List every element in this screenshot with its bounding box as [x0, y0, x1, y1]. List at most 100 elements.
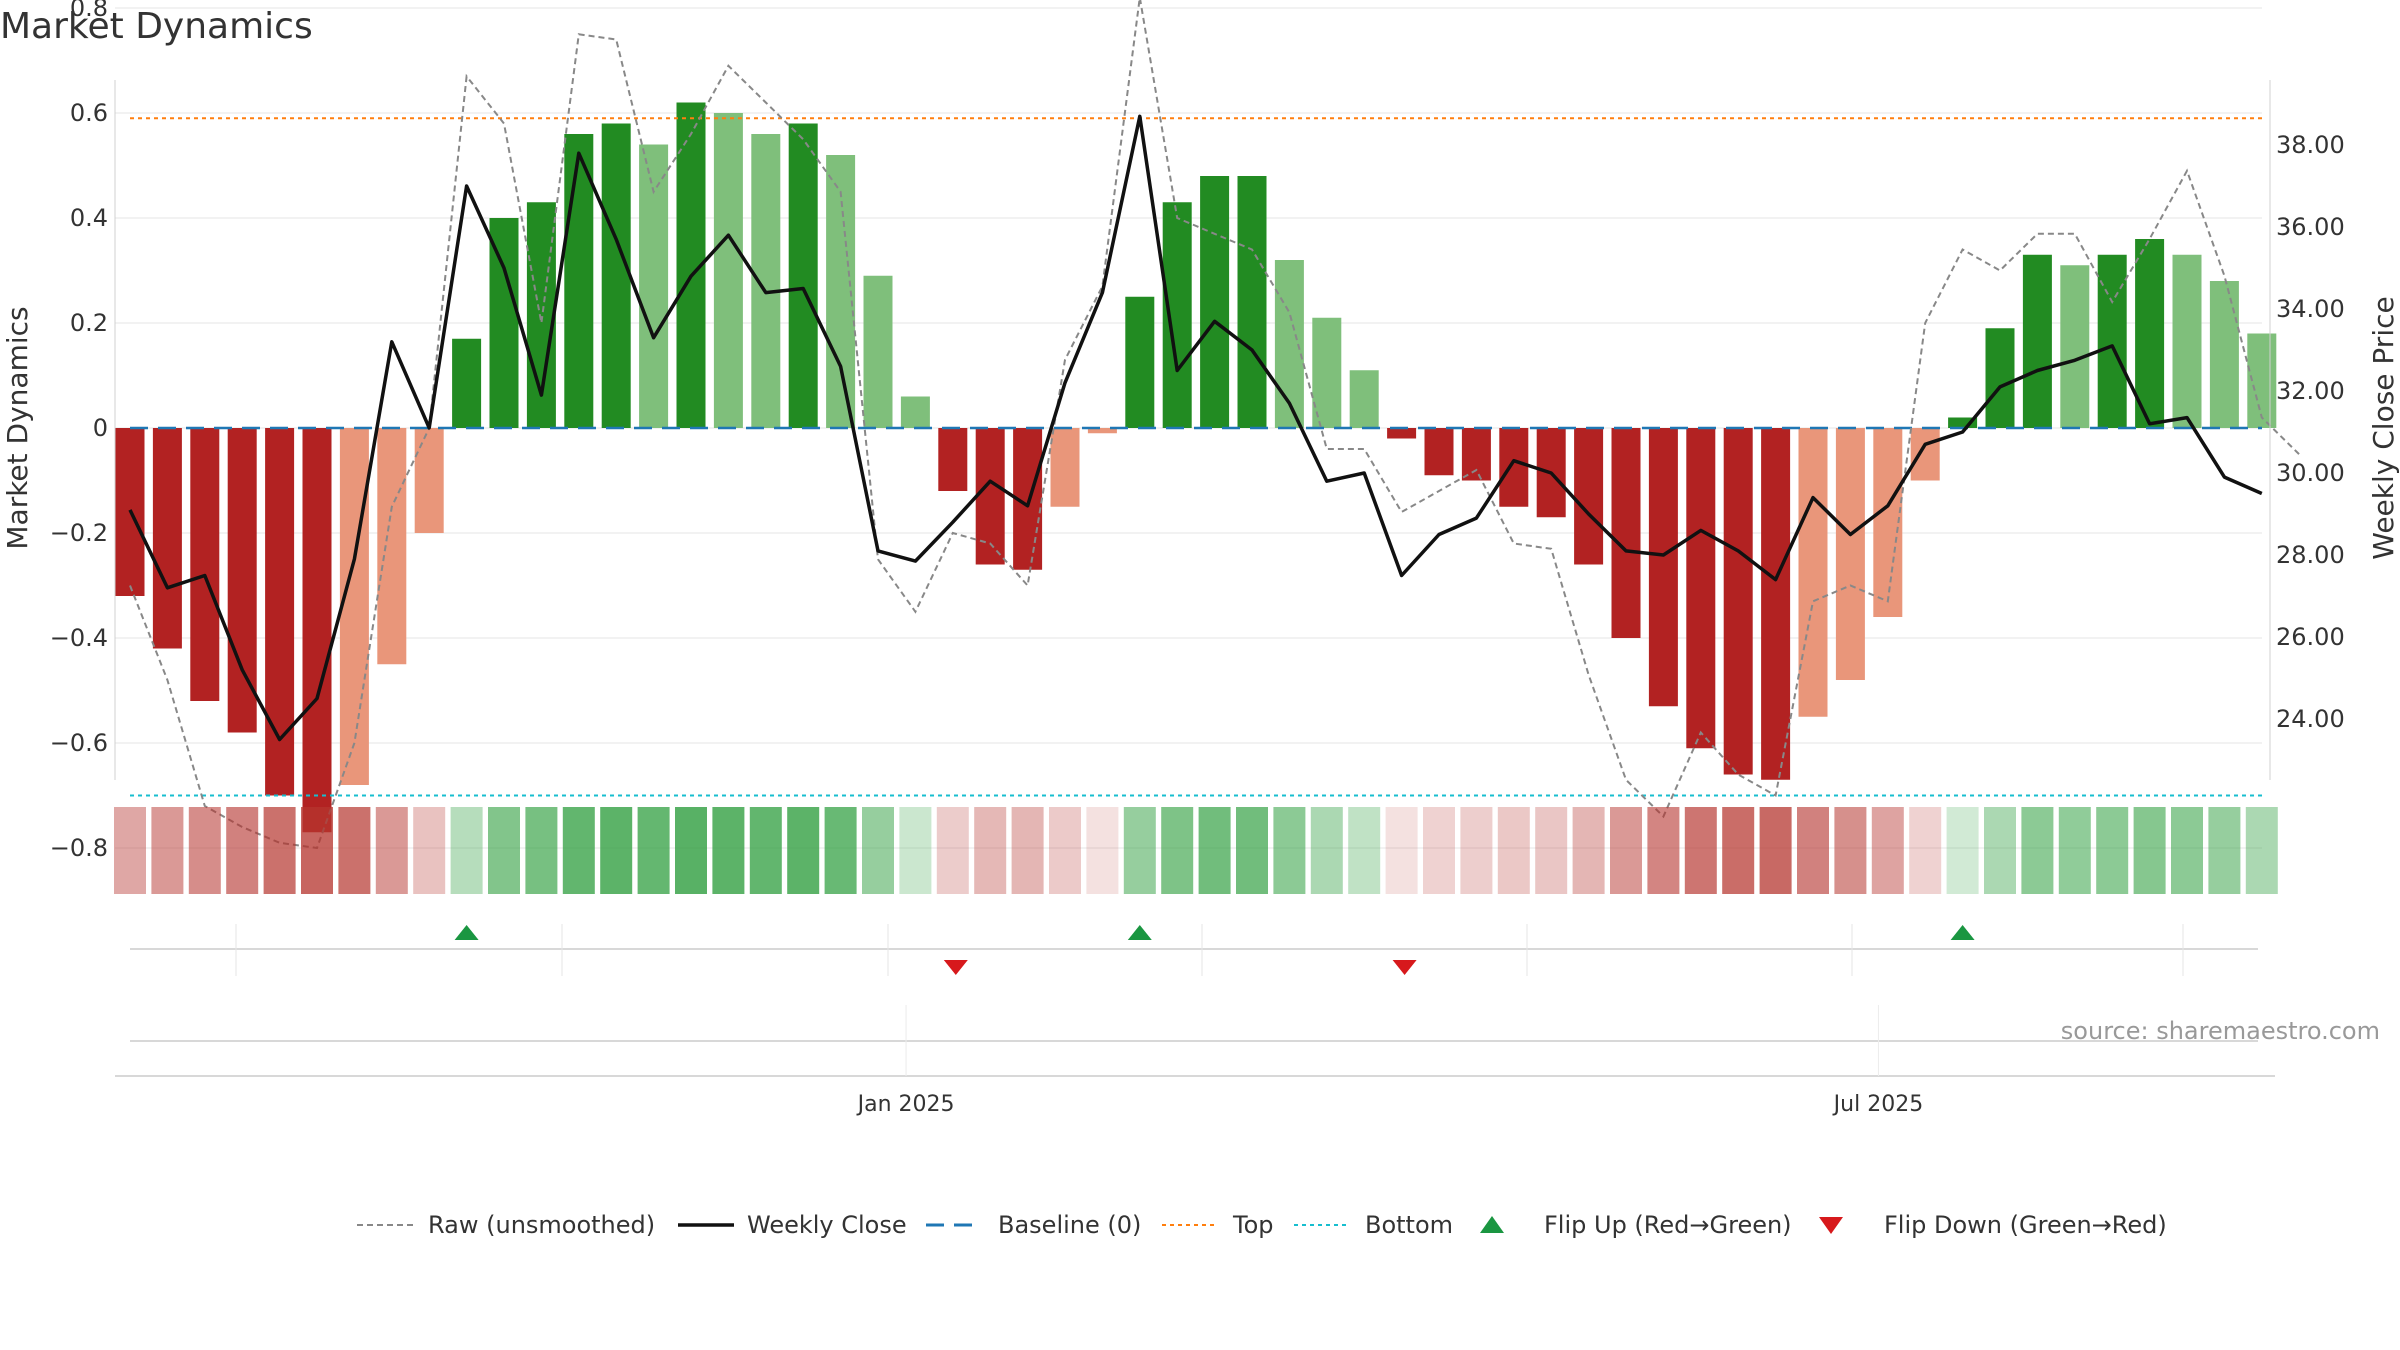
bar — [302, 428, 332, 833]
strip-cell — [1647, 807, 1680, 894]
strip-cell — [1423, 807, 1455, 894]
x-tick-label: Jan 2025 — [856, 1092, 955, 1117]
raw-series — [129, 0, 2300, 850]
strip-cell — [1011, 807, 1044, 894]
bar — [190, 428, 220, 701]
strip-cell — [562, 807, 595, 894]
strip-cell — [1909, 807, 1942, 894]
raw-line — [129, 0, 2300, 850]
strip-cell — [1572, 807, 1605, 894]
strip-cell — [1535, 807, 1568, 894]
bar — [1461, 428, 1491, 481]
reference-levels — [130, 117, 2262, 797]
legend-item: Flip Down (Green→Red) — [1819, 1211, 2167, 1239]
bar — [601, 123, 631, 428]
strip-cell — [1310, 807, 1343, 894]
strip-cell — [1684, 807, 1717, 894]
bar — [1087, 428, 1117, 434]
strip-cell — [787, 807, 820, 894]
legend-item: Bottom — [1294, 1211, 1453, 1239]
legend-label: Top — [1232, 1211, 1274, 1239]
bar — [1835, 428, 1865, 680]
strip-cell — [2133, 807, 2166, 894]
flip-up-marker — [454, 925, 479, 940]
strip-cell — [1871, 807, 1904, 894]
y2-axis-title: Weekly Close Price — [2367, 296, 2400, 559]
heat-strip — [114, 807, 2278, 894]
flip-up-marker — [1950, 925, 1975, 940]
strip-cell — [1348, 807, 1381, 894]
y2-tick-label: 34.00 — [2276, 295, 2345, 323]
bar — [1686, 428, 1716, 749]
strip-cell — [2058, 807, 2091, 894]
flip-markers — [130, 924, 2258, 976]
y-tick-label: −0.8 — [50, 834, 108, 862]
bar — [1723, 428, 1753, 775]
flip-down-marker — [943, 960, 968, 975]
strip-cell — [375, 807, 408, 894]
strip-cell — [1946, 807, 1979, 894]
bar — [1200, 176, 1230, 428]
bar — [564, 134, 594, 428]
strip-cell — [1497, 807, 1530, 894]
strip-cell — [338, 807, 371, 894]
bar — [1574, 428, 1604, 565]
bar — [938, 428, 968, 491]
x-tick-label: Jul 2025 — [1832, 1092, 1924, 1117]
bar — [1162, 202, 1192, 428]
bar — [152, 428, 182, 649]
bar — [1312, 317, 1342, 428]
legend-label: Flip Down (Green→Red) — [1884, 1211, 2167, 1239]
strip-cell — [488, 807, 520, 894]
strip-cell — [1759, 807, 1792, 894]
strip-cell — [1834, 807, 1867, 894]
y-tick-label: −0.6 — [50, 729, 108, 757]
bar — [788, 123, 818, 428]
strip-cell — [1460, 807, 1493, 894]
strip-cell — [2245, 807, 2278, 894]
bar — [489, 218, 519, 428]
strip-cell — [600, 807, 633, 894]
strip-cell — [525, 807, 558, 894]
bar — [1910, 428, 1940, 481]
strip-cell — [1984, 807, 2016, 894]
strip-cell — [1722, 807, 1755, 894]
flip-down-marker — [1392, 960, 1417, 975]
bar — [639, 144, 669, 428]
y-tick-label: 0 — [93, 414, 108, 442]
bar — [1798, 428, 1828, 717]
legend-swatch — [1480, 1216, 1504, 1233]
legend-item: Top — [1162, 1211, 1274, 1239]
legend-label: Flip Up (Red→Green) — [1544, 1211, 1792, 1239]
bar — [1387, 428, 1417, 439]
weekly-close-line — [128, 114, 2263, 742]
x-axis: Jan 2025 Jul 2025 — [115, 1005, 2275, 1117]
bar — [1050, 428, 1080, 507]
strip-cell — [974, 807, 1007, 894]
bar — [2135, 239, 2165, 428]
strip-cell — [1797, 807, 1829, 894]
strip-cell — [899, 807, 932, 894]
bar — [2097, 254, 2127, 428]
strip-cell — [151, 807, 184, 894]
strip-cell — [1049, 807, 1081, 894]
strip-cell — [263, 807, 296, 894]
strip-cell — [1198, 807, 1231, 894]
strip-cell — [824, 807, 857, 894]
chart-title: Market Dynamics — [0, 6, 313, 47]
bar — [1499, 428, 1529, 507]
bar — [900, 396, 930, 428]
y2-tick-label: 32.00 — [2276, 377, 2345, 405]
bar — [414, 428, 444, 533]
bar — [339, 428, 369, 785]
y-tick-label: 0.4 — [70, 204, 108, 232]
strip-cell — [188, 807, 221, 894]
y-tick-label: −0.4 — [50, 624, 108, 652]
y-axis-title: Market Dynamics — [1, 306, 34, 549]
y2-tick-label: 30.00 — [2276, 459, 2345, 487]
bar — [227, 428, 257, 733]
source-label: source: sharemaestro.com — [2061, 1017, 2380, 1045]
strip-cell — [2021, 807, 2054, 894]
strip-cell — [2096, 807, 2129, 894]
